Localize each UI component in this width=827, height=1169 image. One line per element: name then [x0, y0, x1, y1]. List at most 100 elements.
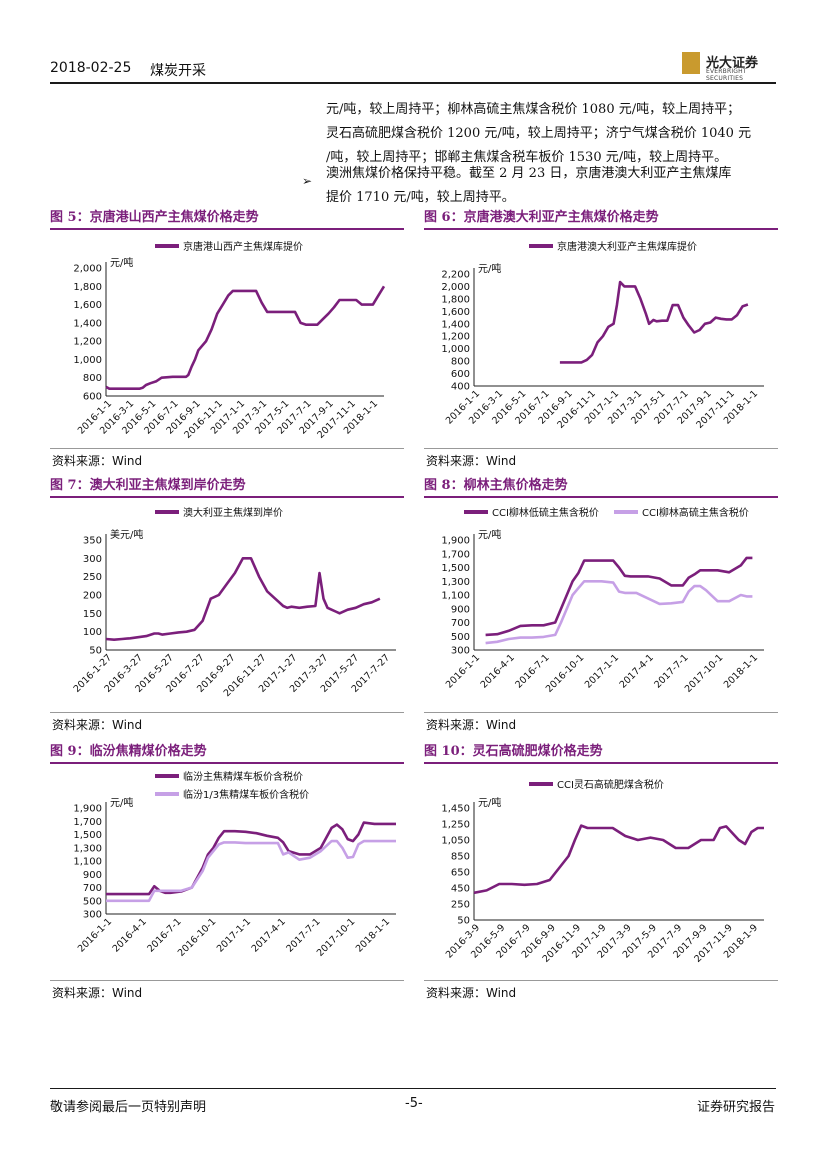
- figure-panel: 图 9：临汾焦精煤价格走势 资料来源：Wind 临汾主焦精煤车板价含税价 临汾1/3焦…: [50, 740, 404, 1000]
- figure-bottom-rule: [50, 980, 404, 981]
- x-tick-label: 2016-1-1: [444, 652, 482, 690]
- figure-title-rule: [50, 496, 404, 498]
- y-tick-label: 800: [83, 373, 102, 384]
- legend-label: 临汾1/3焦精煤车板价含税价: [183, 788, 309, 801]
- figure-source: 资料来源：Wind: [52, 454, 143, 468]
- y-tick-label: 1,700: [441, 549, 470, 560]
- y-tick-label: 600: [83, 392, 102, 403]
- y-tick-label: 600: [451, 369, 470, 380]
- y-tick-label: 250: [83, 572, 102, 583]
- y-tick-label: 2,000: [441, 282, 470, 293]
- body-line: 澳洲焦煤价格保持平稳。截至 2 月 23 日，京唐港澳大利亚产主焦煤库: [326, 166, 732, 181]
- figure-source: 资料来源：Wind: [426, 454, 517, 468]
- series-line: [105, 285, 386, 390]
- figure-bottom-rule: [424, 448, 778, 449]
- x-tick-label: 2018-1-1: [354, 916, 392, 954]
- y-tick-label: 300: [83, 554, 102, 565]
- footer-disclaimer: 敬请参阅最后一页特别声明: [50, 1100, 207, 1115]
- logo-mark-icon: [682, 52, 700, 74]
- figure-panel: 图 8：柳林主焦价格走势 资料来源：Wind CCI柳林低硫主焦含税价 CCI柳林高硫…: [424, 474, 778, 732]
- figure-panel: 图 10：灵石高硫肥煤价格走势 资料来源：Wind CCI灵石高硫肥煤含税价 元/吨 1…: [424, 740, 778, 1000]
- figure-panel: 图 5：京唐港山西产主焦煤价格走势 资料来源：Wind 京唐港山西产主焦煤库提价元/…: [50, 206, 404, 468]
- y-tick-label: 1,400: [441, 319, 470, 330]
- series-line: [485, 556, 753, 637]
- chart: 澳大利亚主焦煤到岸价美元/吨350300250200150100502016-1…: [72, 506, 396, 699]
- legend-label: CCI灵石高硫肥煤含税价: [557, 778, 664, 791]
- figure-title-rule: [424, 496, 778, 498]
- body-line: 元/吨，较上周持平；柳林高硫主焦煤含税价 1080 元/吨，较上周持平；: [326, 102, 741, 117]
- figure-title: 图 10：灵石高硫肥煤价格走势: [424, 744, 603, 759]
- figure-panel: 图 6：京唐港澳大利亚产主焦煤价格走势 资料来源：Wind 京唐港澳大利亚产主焦煤库…: [424, 206, 778, 468]
- x-tick-label: 2016-4-1: [479, 652, 517, 690]
- y-tick-label: 50: [89, 646, 102, 657]
- y-tick-label: 250: [451, 900, 470, 911]
- y-tick-label: 1,200: [73, 337, 102, 348]
- x-tick-label: 2017-1-1: [583, 652, 621, 690]
- company-logo: 光大证券 EVERBRIGHT SECURITIES: [682, 50, 777, 82]
- y-tick-label: 150: [83, 609, 102, 620]
- figure-title: 图 9：临汾焦精煤价格走势: [50, 744, 207, 759]
- y-tick-label: 300: [83, 910, 102, 921]
- bullet-paragraph: 澳洲焦煤价格保持平稳。截至 2 月 23 日，京唐港澳大利亚产主焦煤库 提价 1…: [326, 162, 778, 210]
- logo-en: EVERBRIGHT SECURITIES: [706, 68, 747, 82]
- y-axis-unit: 元/吨: [478, 528, 501, 541]
- figure-title-rule: [424, 228, 778, 230]
- footer-rule: [50, 1088, 776, 1089]
- header-date: 2018-02-25: [50, 60, 132, 76]
- y-tick-label: 1,900: [441, 536, 470, 547]
- y-tick-label: 1,800: [441, 294, 470, 305]
- figure-source: 资料来源：Wind: [52, 986, 143, 1000]
- y-tick-label: 800: [451, 357, 470, 368]
- figure-source: 资料来源：Wind: [52, 718, 143, 732]
- y-tick-label: 100: [83, 627, 102, 638]
- legend-label: 京唐港山西产主焦煤库提价: [183, 240, 303, 253]
- figure-title: 图 6：京唐港澳大利亚产主焦煤价格走势: [424, 210, 659, 225]
- y-tick-label: 700: [451, 618, 470, 629]
- x-tick-label: 2018-1-1: [722, 652, 760, 690]
- y-tick-label: 1,300: [73, 843, 102, 854]
- y-tick-label: 450: [451, 884, 470, 895]
- legend-label: CCI柳林低硫主焦含税价: [492, 506, 599, 519]
- figure-source: 资料来源：Wind: [426, 718, 517, 732]
- y-tick-label: 1,600: [73, 300, 102, 311]
- y-tick-label: 50: [457, 916, 470, 927]
- y-tick-label: 2,200: [441, 270, 470, 281]
- figure-bottom-rule: [50, 448, 404, 449]
- x-tick-label: 2017-4-1: [618, 652, 656, 690]
- page-number: -5-: [405, 1096, 423, 1111]
- y-tick-label: 1,050: [441, 836, 470, 847]
- body-line: /吨，较上周持平；邯郸主焦煤含税车板价 1530 元/吨，较上周持平。: [326, 150, 728, 165]
- y-tick-label: 1,700: [73, 817, 102, 828]
- body-line: 提价 1710 元/吨，较上周持平。: [326, 190, 515, 205]
- series-line: [485, 580, 753, 645]
- y-tick-label: 500: [451, 632, 470, 643]
- y-tick-label: 1,450: [441, 804, 470, 815]
- y-tick-label: 1,800: [73, 282, 102, 293]
- series-line: [105, 557, 381, 641]
- y-tick-label: 1,100: [73, 857, 102, 868]
- y-axis-unit: 元/吨: [110, 796, 133, 809]
- y-tick-label: 700: [83, 883, 102, 894]
- y-tick-label: 850: [451, 852, 470, 863]
- y-tick-label: 900: [451, 604, 470, 615]
- series-line: [106, 839, 396, 903]
- figure-panel: 图 7：澳大利亚主焦煤到岸价走势 资料来源：Wind 澳大利亚主焦煤到岸价 美元/吨 3…: [50, 474, 404, 732]
- figure-bottom-rule: [424, 980, 778, 981]
- y-tick-label: 300: [451, 646, 470, 657]
- header-sector: 煤炭开采: [150, 63, 206, 79]
- x-tick-label: 2017-1-1: [215, 916, 253, 954]
- figure-title: 图 8：柳林主焦价格走势: [424, 478, 568, 493]
- y-tick-label: 1,500: [73, 830, 102, 841]
- legend-label: 京唐港澳大利亚产主焦煤库提价: [557, 240, 697, 253]
- footer-report-type: 证券研究报告: [697, 1100, 776, 1115]
- y-tick-label: 1,300: [441, 577, 470, 588]
- x-tick-label: 2016-1-1: [76, 916, 114, 954]
- y-axis-unit: 元/吨: [110, 256, 133, 269]
- y-tick-label: 900: [83, 870, 102, 881]
- figure-title: 图 5：京唐港山西产主焦煤价格走势: [50, 210, 259, 225]
- y-tick-label: 400: [451, 382, 470, 393]
